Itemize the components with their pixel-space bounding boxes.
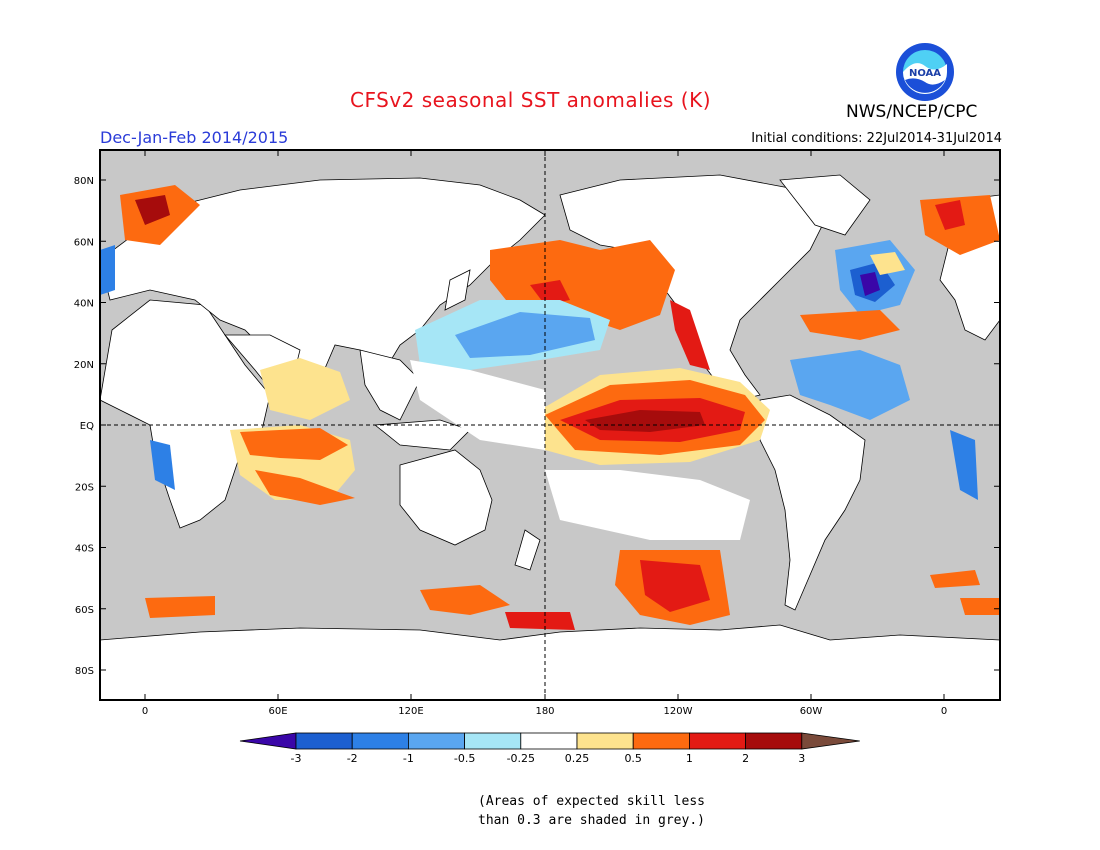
lon-label: 120W	[664, 706, 693, 717]
longitude-axis: 0 60E 120E 180 120W 60W 0	[142, 150, 947, 717]
colorbar-label: 3	[798, 752, 805, 765]
tasman-warm	[420, 585, 510, 615]
lon-label: 60E	[268, 706, 287, 717]
natl-cool-core	[860, 272, 880, 296]
lat-label: 20N	[74, 360, 94, 371]
colorbar-label: -0.25	[507, 752, 535, 765]
california-warm	[670, 300, 710, 370]
initial-conditions-label: Initial conditions: 22Jul2014-31Jul2014	[751, 131, 1002, 146]
colorbar-segment	[576, 732, 634, 750]
indian-warm-south	[255, 470, 355, 505]
lon-label: 180	[535, 706, 554, 717]
colorbar-segment	[407, 732, 465, 750]
south-america	[759, 394, 866, 611]
indian-warm-band	[240, 428, 348, 460]
lon-label: 0	[142, 706, 148, 717]
colorbar-label: 2	[742, 752, 749, 765]
lat-label: 80N	[74, 176, 94, 187]
skill-note-line2: than 0.3 are shaded in grey.)	[478, 813, 705, 828]
arabian-sea-warm	[260, 358, 350, 420]
lon-label: 60W	[800, 706, 823, 717]
colorbar: -3 -2 -1 -0.5 -0.25 0.25 0.5 1 2 3	[239, 732, 860, 765]
colorbar-segment	[351, 732, 409, 750]
colorbar-label: 0.5	[624, 752, 642, 765]
colorbar-segment	[632, 732, 690, 750]
africa	[100, 299, 271, 529]
labrador-cool	[100, 245, 115, 295]
southeast-asia	[359, 349, 421, 421]
southern-atlantic-warm	[960, 598, 1000, 615]
spac-warm-core	[640, 560, 710, 612]
wpac-neutral	[410, 360, 545, 450]
lon-label: 0	[941, 706, 947, 717]
colorbar-label: -1	[403, 752, 414, 765]
colorbar-label: -2	[347, 752, 358, 765]
arctic-warm-east-core	[935, 200, 965, 230]
greenland	[779, 174, 871, 236]
colorbar-segment	[295, 732, 353, 750]
colorbar-label: 1	[686, 752, 693, 765]
maritime-continent	[373, 419, 471, 451]
lat-label: 40S	[75, 544, 94, 555]
map-title: CFSv2 seasonal SST anomalies (K)	[350, 88, 711, 112]
enso-warm-dark	[585, 410, 705, 432]
lat-label: 60S	[75, 605, 94, 616]
ross-sea-warm	[505, 612, 575, 630]
gulfstream-warm	[800, 310, 900, 340]
lat-label: 40N	[74, 299, 94, 310]
agency-label: NWS/NCEP/CPC	[846, 102, 978, 122]
sst-anomaly-map	[100, 150, 1000, 700]
benguela-cool	[150, 440, 175, 490]
colorbar-min-arrow	[239, 732, 297, 750]
colorbar-label: 0.25	[565, 752, 590, 765]
colorbar-max-arrow	[801, 732, 860, 750]
natl-warm-edge	[870, 252, 905, 275]
japan	[444, 269, 471, 311]
logo-text: NOAA	[909, 68, 941, 79]
npac-cool	[455, 312, 595, 358]
antarctica	[100, 624, 1000, 700]
lon-label: 120E	[398, 706, 423, 717]
eurasia	[100, 177, 546, 401]
colorbar-segment	[689, 732, 747, 750]
noaa-logo-icon: NOAA	[896, 43, 954, 101]
colorbar-segment	[464, 732, 522, 750]
skill-note: (Areas of expected skill less than 0.3 a…	[478, 792, 705, 830]
arctic-warm-west-core	[135, 195, 170, 225]
lat-label: 60N	[74, 237, 94, 248]
colorbar-segment	[745, 732, 803, 750]
benguela-cool-east	[950, 430, 978, 500]
new-zealand	[514, 529, 541, 571]
australia	[399, 449, 493, 546]
colorbar-segment	[520, 732, 578, 750]
season-label: Dec-Jan-Feb 2014/2015	[100, 128, 289, 147]
tropical-atlantic-cool	[790, 350, 910, 420]
land-masses	[100, 174, 1000, 700]
npac-warm-core	[530, 280, 570, 305]
colorbar-label: -0.5	[454, 752, 475, 765]
lat-label: EQ	[80, 421, 94, 432]
colorbar-label: -3	[291, 752, 302, 765]
skill-note-line1: (Areas of expected skill less	[478, 794, 705, 809]
spac-neutral	[545, 470, 750, 540]
lat-label: 20S	[75, 482, 94, 493]
lat-label: 80S	[75, 666, 94, 677]
sst-anomaly-shading	[100, 185, 1000, 630]
southern-indian-warm	[145, 596, 215, 618]
latitude-axis: 80N 60N 40N 20N EQ 20S 40S 60S 80S	[74, 176, 1000, 677]
sa-warm-bits	[930, 570, 980, 588]
